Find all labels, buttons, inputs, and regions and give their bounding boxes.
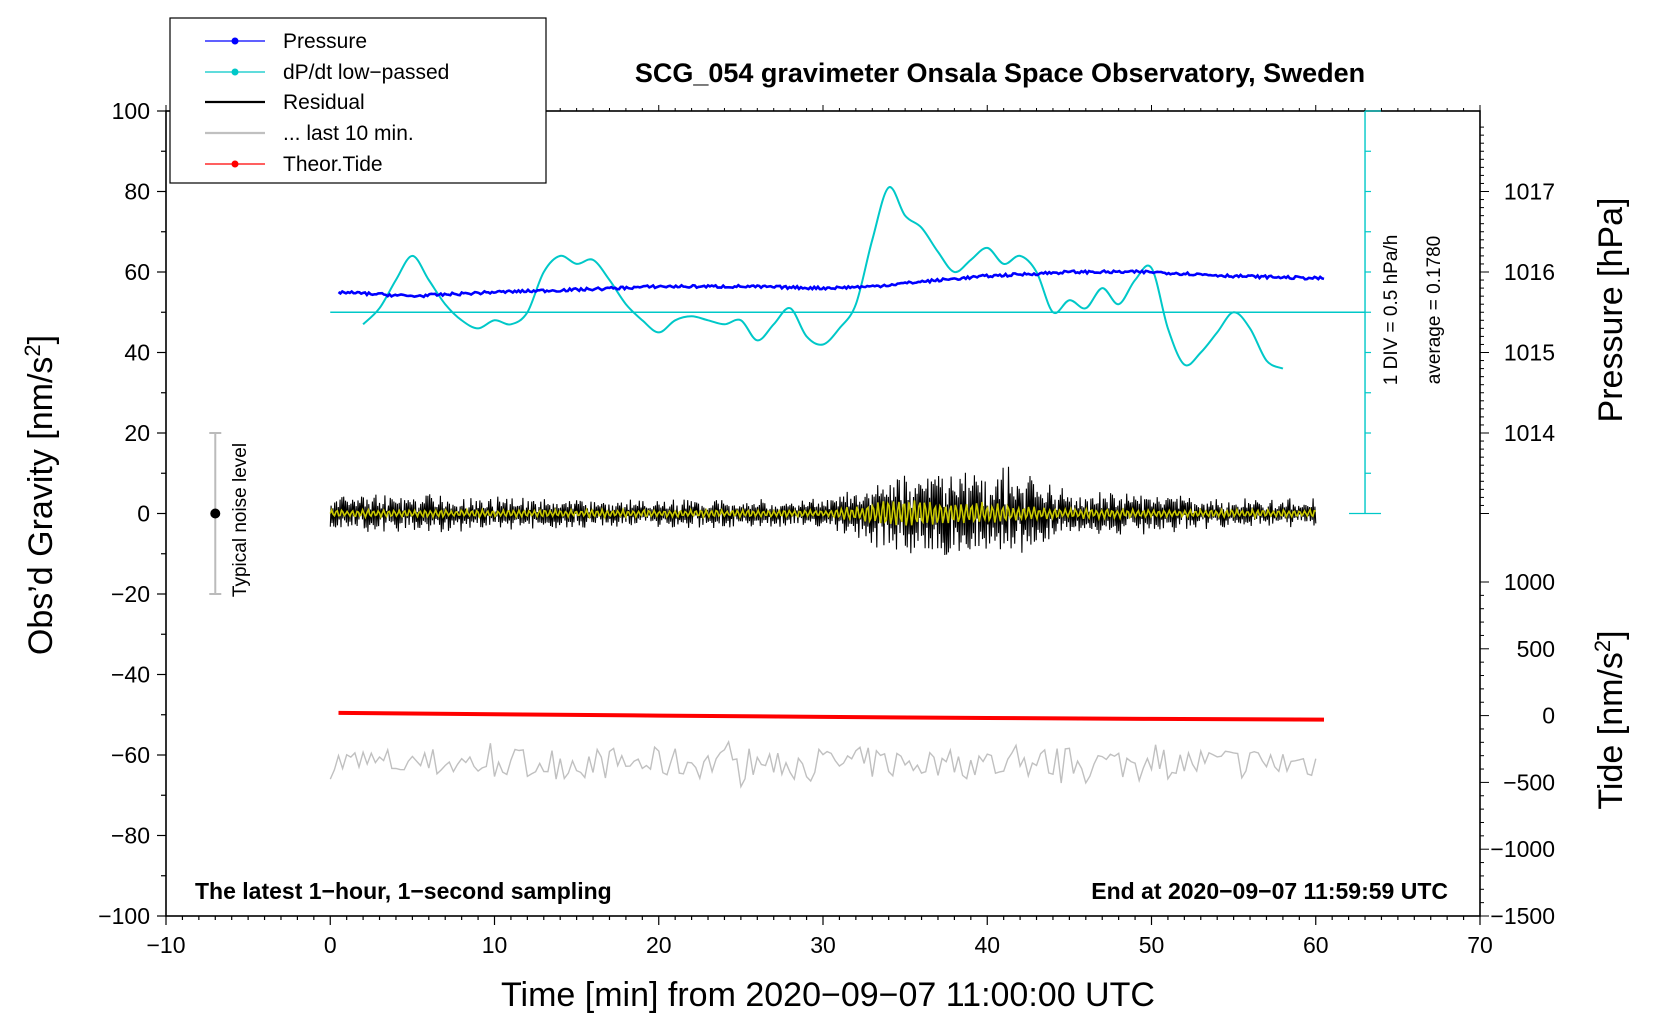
series-dpdt [362, 186, 1284, 370]
pressure-tick-label: 1014 [1504, 420, 1555, 446]
x-tick-label: −10 [146, 932, 185, 958]
legend-label-last10: ... last 10 min. [283, 122, 414, 145]
legend-label-dpdt: dP/dt low−passed [283, 61, 449, 84]
y-tick-label: −80 [111, 823, 150, 849]
x-tick-label: 10 [482, 932, 508, 958]
noise-bar-center-dot [210, 508, 221, 519]
legend: Pressure dP/dt low−passed Residual ... l… [169, 17, 547, 184]
y-tick-label: −40 [111, 662, 150, 688]
x-tick-labels: −10 0 10 20 30 40 50 60 70 [146, 932, 1492, 958]
x-tick-label: 50 [1139, 932, 1165, 958]
chart-title: SCG_054 gravimeter Onsala Space Observat… [635, 58, 1365, 88]
tide-title-close: ] [1592, 630, 1630, 639]
tide-title-text: Tide [nm/s [1592, 652, 1630, 809]
y-tick-label: 100 [112, 98, 150, 124]
series-residual [329, 466, 1317, 556]
dpdt-scale-label: 1 DIV = 0.5 hPa/h [1381, 235, 1402, 386]
legend-entry-residual: Residual [205, 91, 365, 114]
tide-tick-label: 0 [1542, 703, 1555, 729]
y-axis-title-close: ] [22, 335, 60, 344]
pressure-tick-label: 1015 [1504, 340, 1555, 366]
legend-marker-dpdt [231, 68, 239, 76]
legend-entry-last10: ... last 10 min. [205, 122, 414, 145]
tide-tick-label: −1000 [1490, 836, 1555, 862]
pressure-tick-label: 1017 [1504, 179, 1555, 205]
x-tick-label: 0 [324, 932, 337, 958]
legend-entry-tide: Theor.Tide [205, 153, 383, 176]
legend-entry-pressure: Pressure [205, 30, 367, 53]
legend-label-tide: Theor.Tide [283, 153, 383, 176]
x-tick-label: 70 [1467, 932, 1493, 958]
y-tick-label: −20 [111, 581, 150, 607]
x-tick-label: 20 [646, 932, 672, 958]
y-tick-label: 20 [124, 420, 150, 446]
x-tick-label: 60 [1303, 932, 1329, 958]
pressure-tick-label: 1016 [1504, 259, 1555, 285]
tide-title-sup: 2 [1590, 640, 1615, 652]
legend-entry-dpdt: dP/dt low−passed [205, 61, 449, 84]
legend-marker-tide [231, 160, 239, 168]
legend-label-pressure: Pressure [283, 30, 367, 53]
tide-tick-label: 500 [1517, 636, 1555, 662]
y-axis-title-sup: 2 [20, 344, 45, 356]
series-residual-filtered [329, 500, 1317, 526]
noise-label: Typical noise level [230, 443, 251, 597]
y-tick-label: −100 [98, 903, 150, 929]
series-theor-tide [338, 710, 1325, 722]
y-axis-title-pressure: Pressure [hPa] [1592, 198, 1630, 423]
y-tick-labels: 100 80 60 40 20 0 −20 −40 −60 −80 −100 [98, 98, 150, 929]
x-tick-label: 40 [974, 932, 1000, 958]
y-tick-label: −60 [111, 742, 150, 768]
series-pressure [337, 268, 1325, 299]
x-tick-label: 30 [810, 932, 836, 958]
noise-bar [209, 432, 222, 595]
tide-tick-label: −500 [1503, 769, 1555, 795]
y-axis-title-gravity: Obs’d Gravity [nm/s2] [20, 335, 60, 655]
dpdt-average-label: average = 0.1780 [1424, 236, 1445, 384]
series-layer [329, 186, 1366, 789]
note-end-time: End at 2020−09−07 11:59:59 UTC [1091, 878, 1448, 904]
legend-label-residual: Residual [283, 91, 365, 114]
y-axis-title-text: Obs’d Gravity [nm/s [22, 357, 60, 656]
y-tick-label: 60 [124, 259, 150, 285]
x-axis-title: Time [min] from 2020−09−07 11:00:00 UTC [501, 976, 1155, 1014]
tide-tick-label: 1000 [1504, 569, 1555, 595]
y-tick-label: 80 [124, 179, 150, 205]
note-sampling: The latest 1−hour, 1−second sampling [195, 878, 612, 904]
y-axis-title-tide: Tide [nm/s2] [1590, 630, 1630, 809]
tide-tick-label: −1500 [1490, 903, 1555, 929]
y-tick-label: 40 [124, 340, 150, 366]
dpdt-scale-axis [1349, 110, 1382, 515]
y-tick-label: 0 [137, 501, 150, 527]
tide-tick-labels: 1000 500 0 −500 −1000 −1500 [1490, 569, 1555, 929]
pressure-tick-labels: 1017 1016 1015 1014 [1504, 179, 1555, 447]
legend-box [169, 17, 547, 184]
series-last-10-min [329, 739, 1317, 789]
legend-marker-pressure [231, 37, 239, 45]
